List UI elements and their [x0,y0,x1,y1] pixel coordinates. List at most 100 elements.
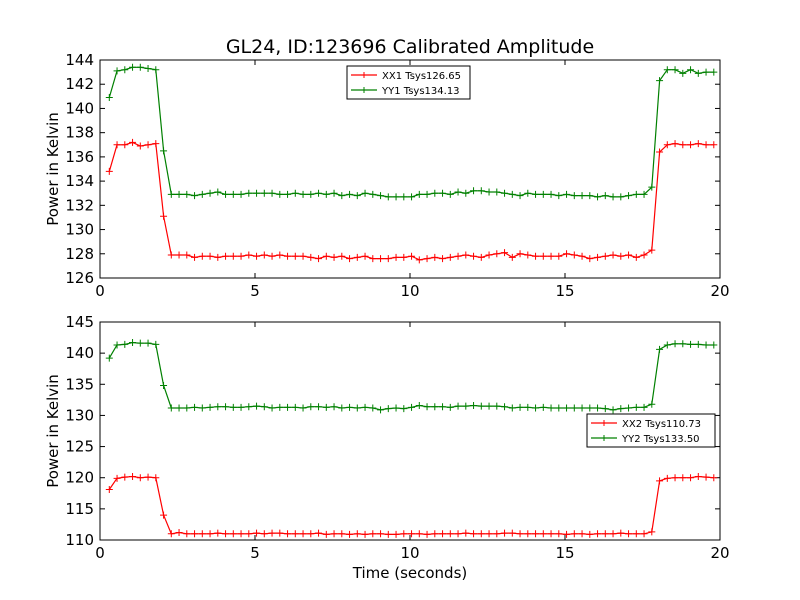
x-tick-label: 20 [710,544,729,562]
data-point [237,403,245,411]
data-point [191,530,199,538]
data-point [338,404,346,412]
data-point [679,69,687,77]
x-tick-label: 10 [400,282,419,300]
data-point [175,251,183,259]
data-point [539,252,547,260]
data-point [369,530,377,538]
y-tick-label: 135 [65,375,94,393]
data-point [477,253,485,261]
y-tick-label: 130 [65,221,94,239]
data-point [563,190,571,198]
y-tick-label: 125 [65,438,94,456]
data-point [632,530,640,538]
data-point [229,190,237,198]
data-point [245,251,253,259]
data-point [470,252,478,260]
data-point [400,193,408,201]
legend-marker [601,435,607,441]
data-point [539,190,547,198]
data-point [105,167,113,175]
data-point [702,68,710,76]
data-point [578,530,586,538]
data-point [694,472,702,480]
data-point [330,253,338,261]
data-point [609,530,617,538]
data-point [222,190,230,198]
data-point [384,193,392,201]
data-point [175,190,183,198]
data-point [524,189,532,197]
data-point [392,193,400,201]
data-point [671,66,679,74]
data-point [353,253,361,261]
data-point [508,404,516,412]
data-point [175,404,183,412]
data-point [570,530,578,538]
data-point [555,192,563,200]
data-point [129,472,137,480]
data-point [609,251,617,259]
data-point [563,530,571,538]
data-point [687,66,695,74]
data-point [532,404,540,412]
data-point [315,189,323,197]
x-tick-label: 15 [555,282,574,300]
data-point [167,251,175,259]
data-point [524,251,532,259]
data-point [702,341,710,349]
data-point [105,486,113,494]
data-point [625,404,633,412]
data-point [516,192,524,200]
data-point [384,405,392,413]
data-point [532,190,540,198]
y-tick-label: 140 [65,99,94,117]
data-point [625,530,633,538]
data-point [493,530,501,538]
data-point [330,403,338,411]
data-point [167,530,175,538]
data-point [423,403,431,411]
data-point [299,404,307,412]
data-point [594,193,602,201]
data-point [601,405,609,413]
data-point [144,64,152,72]
data-point [702,473,710,481]
data-point [229,530,237,538]
data-point [656,477,664,485]
data-point [570,404,578,412]
data-point [222,403,230,411]
data-point [508,529,516,537]
data-point [439,189,447,197]
data-point [408,193,416,201]
data-point [656,77,664,85]
data-point [570,251,578,259]
data-point [679,340,687,348]
data-point [392,530,400,538]
data-point [307,530,315,538]
data-point [191,192,199,200]
data-point [625,192,633,200]
data-point [694,340,702,348]
data-point [454,402,462,410]
data-point [493,250,501,258]
data-point [648,400,656,408]
data-point [625,251,633,259]
data-point [315,529,323,537]
data-point [237,190,245,198]
data-point [206,252,214,260]
data-point [563,404,571,412]
data-point [307,190,315,198]
data-point [656,345,664,353]
y-tick-label: 132 [65,196,94,214]
data-point [601,530,609,538]
data-point [245,530,253,538]
data-point [222,252,230,260]
data-point [377,406,385,414]
legend-label: YY1 Tsys134.13 [381,86,460,97]
data-point [346,530,354,538]
data-point [245,189,253,197]
data-point [268,529,276,537]
data-point [237,530,245,538]
data-point [129,138,137,146]
